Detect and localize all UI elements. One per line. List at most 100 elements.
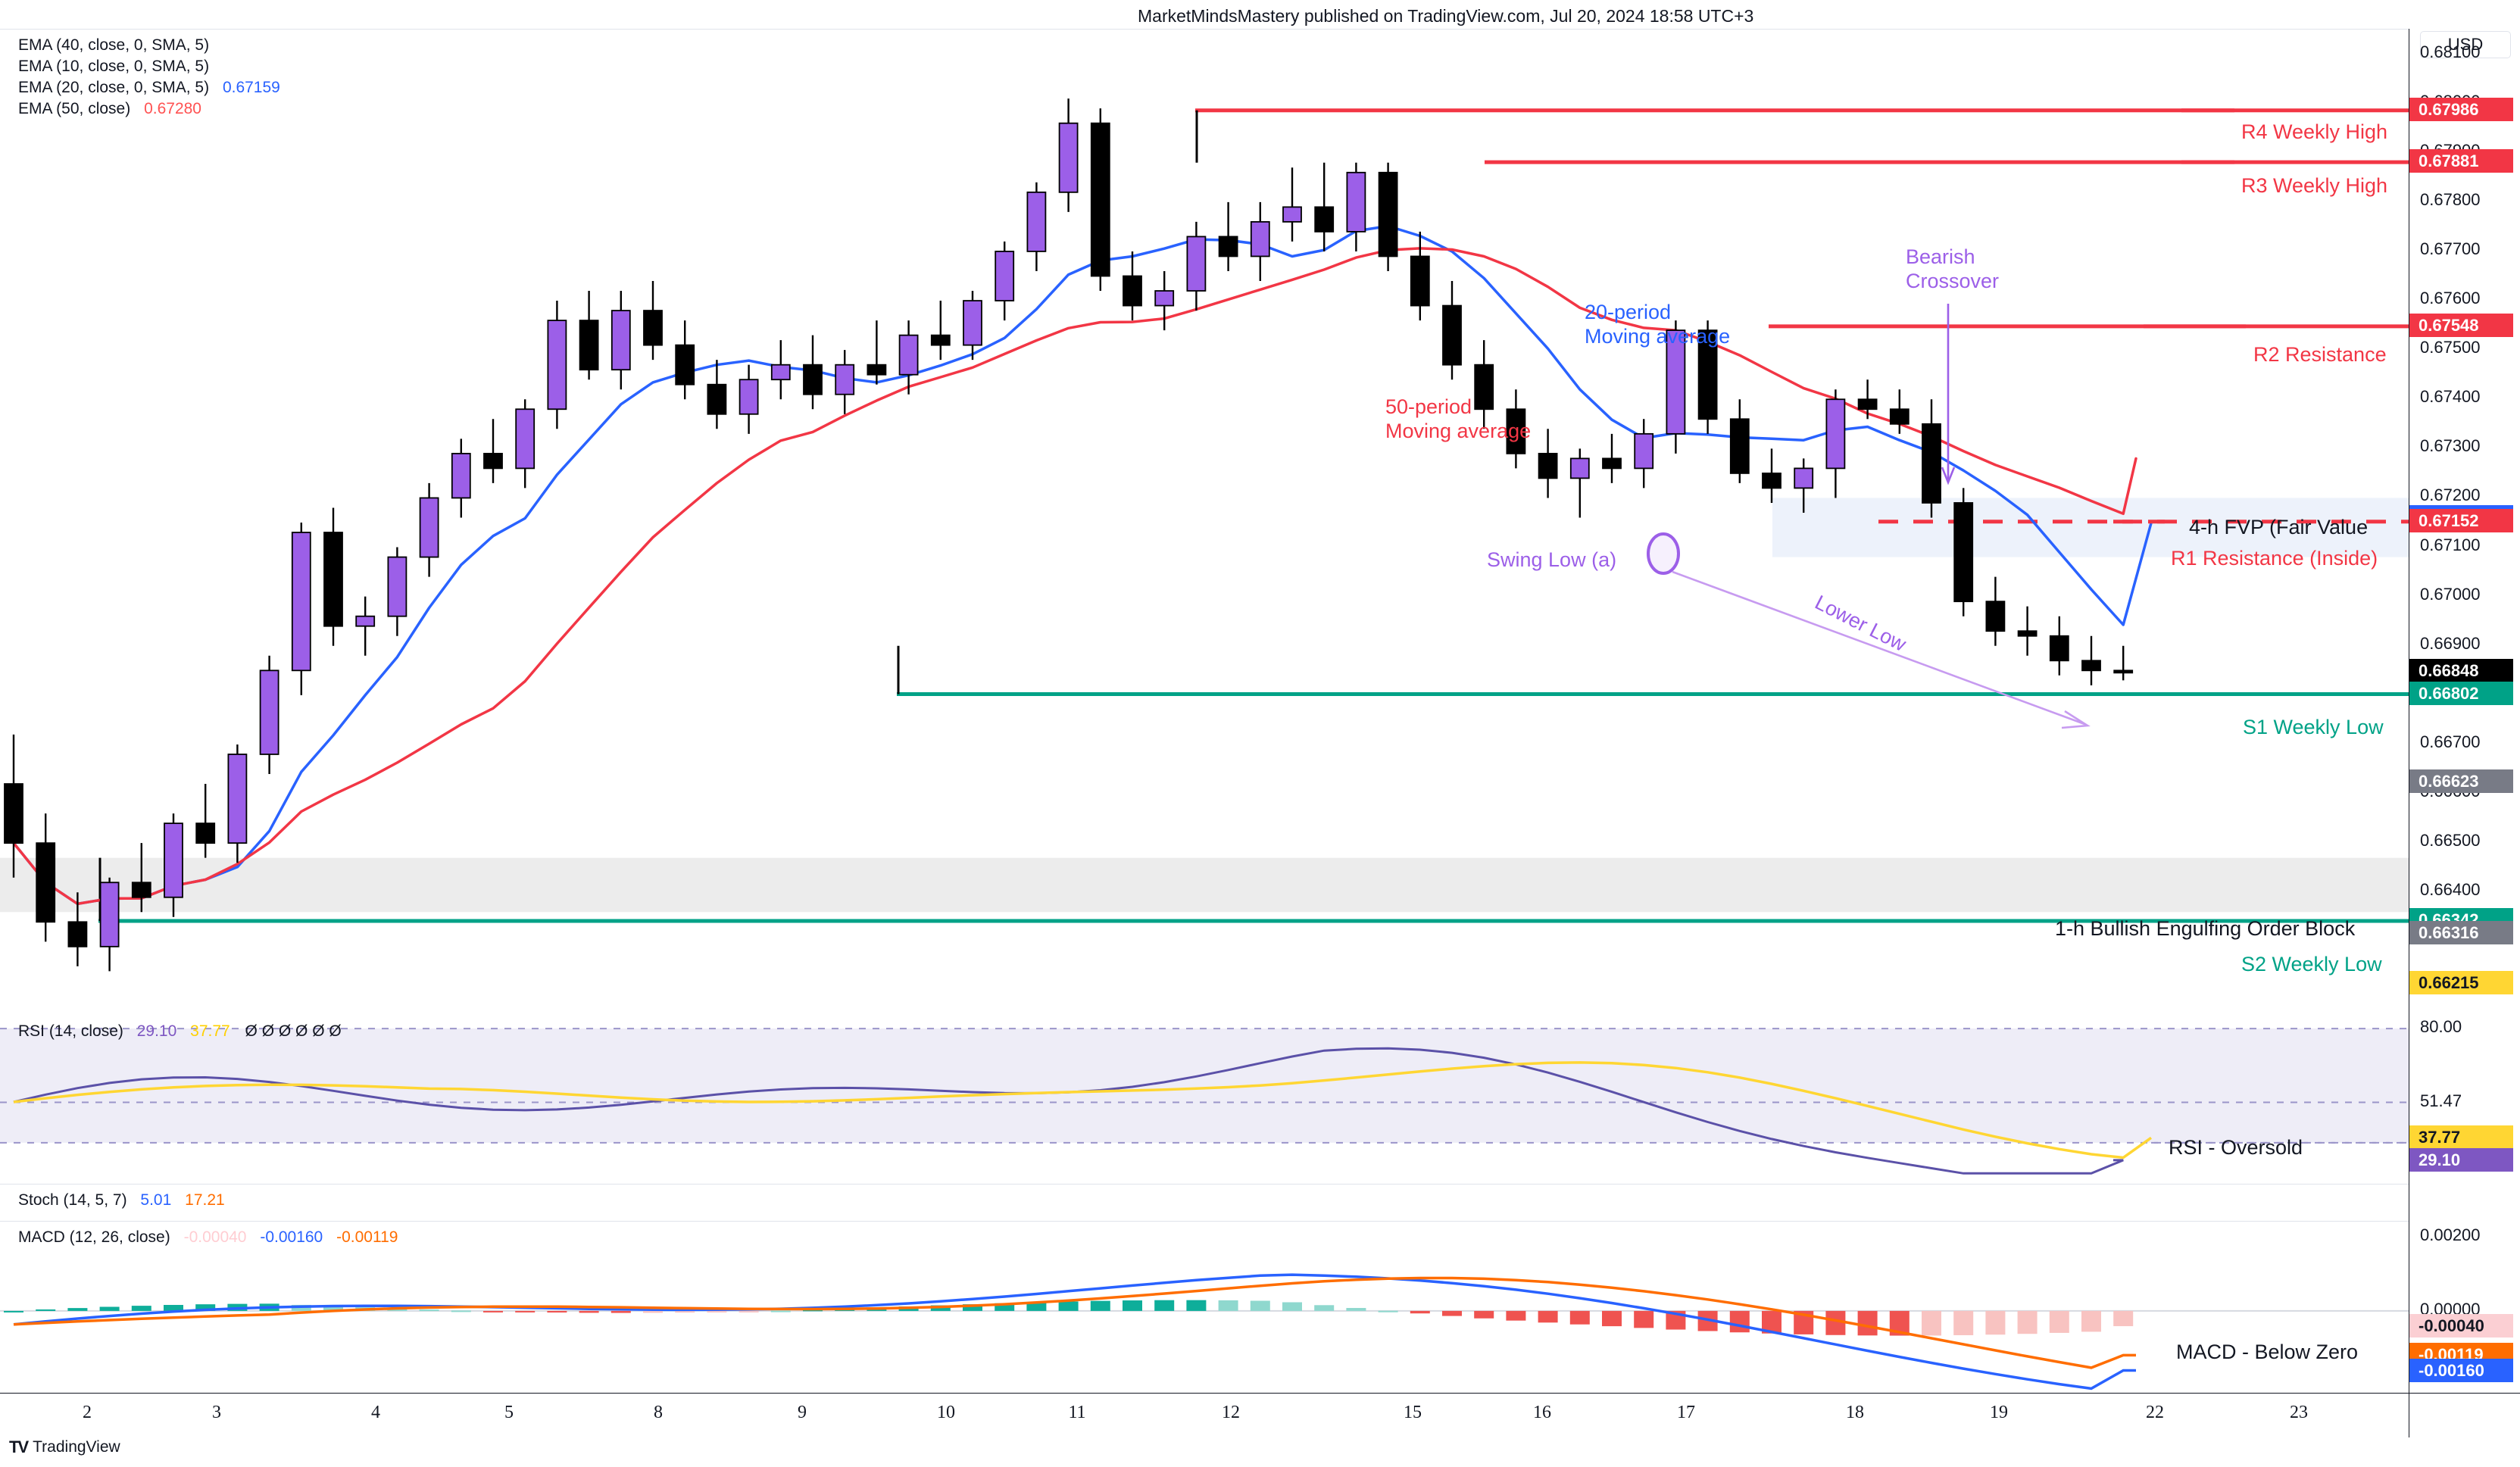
annotation-fvp: 4-h FVP (Fair Value [2189,516,2369,538]
rsi-tick: 80.00 [2420,1017,2462,1037]
price-tick: 0.66900 [2420,633,2481,653]
price-value-chip[interactable]: 0.67881 [2409,149,2513,173]
annotation-order-block: 1-h Bullish Engulfing Order Block [2055,917,2356,940]
legend-ema20-title: EMA (20, close, 0, SMA, 5) [18,79,210,96]
price-tick: 0.67500 [2420,338,2481,357]
time-tick: 8 [654,1403,663,1422]
annotation-rsi-oversold: RSI - Oversold [2169,1136,2303,1159]
time-tick: 23 [2290,1403,2308,1422]
legend-rsi-signal-value: 37.77 [190,1022,230,1040]
legend-ema20[interactable]: EMA (20, close, 0, SMA, 5) 0.67159 [18,77,280,98]
price-scale[interactable]: USD 0.681000.680000.679000.678000.677000… [2409,29,2520,1393]
annotation-ma50: 50-period Moving average [1385,395,1532,442]
annotation-r2-resistance: R2 Resistance [2253,343,2387,366]
time-tick: 17 [1677,1403,1695,1422]
annotation-s1-weekly-low: S1 Weekly Low [2243,716,2384,738]
legend-macd[interactable]: MACD (12, 26, close) -0.00040 -0.00160 -… [18,1227,398,1248]
legend-macd-signal-value: -0.00119 [336,1228,398,1246]
rsi-value-chip[interactable]: 37.77 [2409,1125,2513,1150]
price-tick: 0.68100 [2420,42,2481,61]
annotation-r1-resistance: R1 Resistance (Inside) [2171,547,2378,570]
tradingview-logo-text: TradingView [33,1438,120,1456]
publisher-line: MarketMindsMastery published on TradingV… [1138,6,1754,26]
legend-ema50-title: EMA (50, close) [18,100,131,117]
price-tick: 0.67100 [2420,535,2481,554]
legend-stoch[interactable]: Stoch (14, 5, 7) 5.01 17.21 [18,1190,225,1211]
rsi-value-chip[interactable]: 29.10 [2409,1147,2513,1172]
price-tick: 0.66400 [2420,880,2481,900]
annotation-swing-low: Swing Low (a) [1487,548,1617,571]
macd-value-chip[interactable]: -0.00040 [2409,1313,2513,1337]
time-scale-right-corner [2409,1393,2520,1437]
legend-ema40[interactable]: EMA (40, close, 0, SMA, 5) [18,35,209,56]
legend-macd-line-value: -0.00160 [260,1228,323,1246]
currency-badge[interactable]: USD [2420,31,2511,58]
price-tick: 0.66700 [2420,732,2481,751]
macd-tick: 0.00200 [2420,1225,2481,1244]
time-tick: 4 [371,1403,380,1422]
time-tick: 15 [1404,1403,1422,1422]
time-tick: 5 [504,1403,514,1422]
time-tick: 10 [937,1403,955,1422]
macd-chart-svg [0,1273,2409,1391]
time-tick: 11 [1068,1403,1086,1422]
annotation-bearish-crossover: Bearish Crossover [1906,245,2000,292]
time-tick: 18 [1846,1403,1864,1422]
legend-ema50[interactable]: EMA (50, close) 0.67280 [18,98,201,120]
time-scale[interactable]: 2 3 4 5 8 9 10 11 12 15 16 17 18 19 22 23 [0,1393,2409,1437]
time-tick: 3 [212,1403,221,1422]
legend-rsi-value: 29.10 [136,1022,177,1040]
price-value-chip[interactable]: 0.67548 [2409,313,2513,337]
tradingview-logo: TV TradingView [9,1437,120,1457]
time-tick: 2 [83,1403,92,1422]
legend-stoch-d-value: 17.21 [185,1191,225,1209]
annotation-s2-weekly-low: S2 Weekly Low [2241,953,2382,975]
legend-stoch-title: Stoch (14, 5, 7) [18,1191,127,1209]
annotation-r4-weekly-high: R4 Weekly High [2241,120,2388,143]
legend-stoch-k-value: 5.01 [140,1191,172,1209]
price-value-chip[interactable]: 0.66623 [2409,769,2513,794]
rsi-chart-svg [0,1028,2409,1175]
legend-ema10-title: EMA (10, close, 0, SMA, 5) [18,58,210,75]
time-tick: 9 [798,1403,807,1422]
price-value-chip[interactable]: 0.67152 [2409,508,2513,532]
time-tick: 19 [1990,1403,2008,1422]
rsi-tick: 51.47 [2420,1091,2462,1110]
annotation-macd-below-zero: MACD - Below Zero [2176,1341,2359,1363]
macd-pane[interactable] [0,1222,2409,1394]
rsi-pane[interactable] [0,1016,2409,1185]
price-value-chip[interactable]: 0.67986 [2409,97,2513,121]
legend-ema10[interactable]: EMA (10, close, 0, SMA, 5) [18,56,209,77]
legend-ema50-value: 0.67280 [144,100,201,117]
price-value-chip[interactable]: 0.66316 [2409,920,2513,944]
time-tick: 16 [1533,1403,1551,1422]
price-tick: 0.67800 [2420,189,2481,209]
legend-rsi-empty-values: Ø Ø Ø Ø Ø Ø [245,1022,342,1040]
price-value-chip[interactable]: 0.66848 [2409,658,2513,682]
price-value-chip[interactable]: 0.66215 [2409,970,2513,994]
price-chart-svg [0,98,2409,972]
time-tick: 12 [1222,1403,1240,1422]
legend-rsi[interactable]: RSI (14, close) 29.10 37.77 Ø Ø Ø Ø Ø Ø [18,1021,342,1042]
annotation-r3-weekly-high: R3 Weekly High [2241,174,2388,197]
price-value-chip[interactable]: 0.66802 [2409,681,2513,705]
price-tick: 0.67400 [2420,387,2481,407]
legend-macd-hist-value: -0.00040 [183,1228,247,1246]
legend-ema20-value: 0.67159 [222,79,280,96]
macd-value-chip[interactable]: -0.00160 [2409,1358,2513,1382]
price-tick: 0.67000 [2420,584,2481,604]
price-tick: 0.67300 [2420,436,2481,456]
annotation-ma20: 20-period Moving average [1585,301,1731,348]
price-tick: 0.67700 [2420,239,2481,258]
legend-rsi-title: RSI (14, close) [18,1022,123,1040]
time-tick: 22 [2146,1403,2164,1422]
stoch-pane[interactable] [0,1185,2409,1222]
tradingview-logo-mark: TV [9,1437,29,1456]
legend-ema40-title: EMA (40, close, 0, SMA, 5) [18,36,210,54]
price-tick: 0.66500 [2420,831,2481,851]
price-pane[interactable] [0,29,2409,1016]
price-tick: 0.67200 [2420,485,2481,505]
legend-macd-title: MACD (12, 26, close) [18,1228,170,1246]
price-tick: 0.67600 [2420,289,2481,308]
